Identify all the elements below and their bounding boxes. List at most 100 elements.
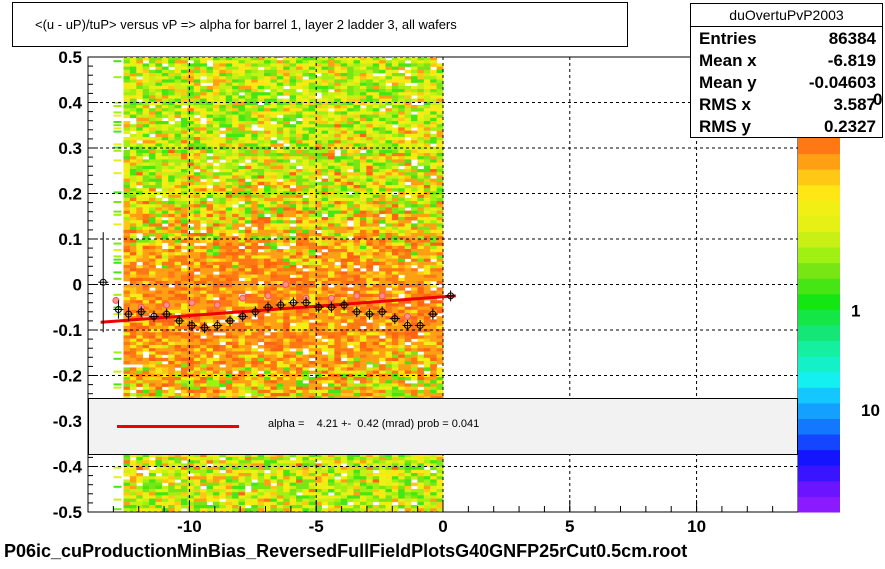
heatmap-cell [187,361,195,365]
heatmap-cell [353,329,361,333]
heatmap-cell [289,325,297,330]
heatmap-cell [347,341,354,346]
heatmap-cell [193,178,201,183]
heatmap-cell [251,460,259,464]
heatmap-cell [347,469,354,474]
heatmap-cell [315,453,322,458]
heatmap-cell [257,325,265,330]
heatmap-cell [174,149,182,154]
heatmap-cell [321,501,329,506]
heatmap-cell [161,338,169,343]
heatmap-cell [123,201,131,205]
heatmap-cell [123,114,131,119]
heatmap-cell [238,258,246,263]
heatmap-cell [174,284,182,288]
heatmap-cell [136,197,144,202]
heatmap-cell [149,229,156,234]
heatmap-cell [174,101,182,106]
heatmap-cell [289,165,297,170]
heatmap-cell [315,495,322,499]
heatmap-cell [264,63,271,67]
heatmap-cell [212,482,220,487]
heatmap-cell [327,319,335,323]
heatmap-cell [302,89,310,93]
heatmap-cell [142,453,150,458]
heatmap-cell [193,249,201,253]
heatmap-cell [193,117,201,122]
heatmap-cell [193,287,201,291]
heatmap-cell [327,178,335,183]
heatmap-cell [181,501,188,506]
heatmap-cell [174,124,182,128]
heatmap-cell [327,146,335,151]
heatmap-cell [334,386,342,391]
heatmap-cell [129,181,137,186]
heatmap-cell [276,357,284,362]
heatmap-cell [334,140,342,144]
heatmap-cell [302,127,310,131]
heatmap-cell [347,63,354,67]
heatmap-cell [347,473,354,477]
heatmap-cell [212,213,220,218]
heatmap-cell [232,453,239,458]
heatmap-cell [296,485,303,490]
heatmap-cell [161,271,169,275]
heatmap-cell [200,453,207,458]
heatmap-cell [219,370,227,375]
heatmap-cell [193,162,201,167]
heatmap-cell [296,377,303,381]
heatmap-cell [321,457,329,461]
heatmap-cell [302,156,310,160]
heatmap-cell [193,485,201,490]
heatmap-cell [168,204,176,208]
heatmap-cell [289,338,297,343]
heatmap-cell [327,69,335,74]
heatmap-cell [181,380,188,384]
heatmap-cell [251,233,259,237]
heatmap-cell [340,364,348,368]
heatmap-cell [353,98,361,103]
heatmap-cell [244,466,252,471]
heatmap-cell [181,492,188,496]
heatmap-cell [257,60,265,64]
heatmap-cell [257,223,265,227]
heatmap-cell [347,313,354,317]
heatmap-cell [225,380,233,384]
heatmap-cell [193,239,201,243]
heatmap-cell [327,223,335,227]
heatmap-cell [283,354,291,359]
heatmap-cell [238,217,246,221]
heatmap-cell [212,245,220,250]
heatmap-cell [174,85,182,90]
heatmap-cell [264,165,271,170]
heatmap-cell [168,479,176,483]
heatmap-cell [244,239,252,243]
heatmap-cell [238,332,246,336]
heatmap-cell [225,322,233,327]
heatmap-cell [289,271,297,275]
heatmap-cell [161,380,169,384]
heatmap-cell [270,178,278,183]
heatmap-cell [270,265,278,269]
heatmap-cell [136,479,144,483]
heatmap-cell [212,153,220,157]
heatmap-cell [276,149,284,154]
heatmap-cell [347,364,354,368]
heatmap-cell [232,345,239,349]
heatmap-cell [327,367,335,371]
heatmap-cell [181,220,188,224]
heatmap-cell [219,95,227,99]
heatmap-cell [296,319,303,323]
heatmap-cell [225,217,233,221]
heatmap-cell [200,258,207,263]
heatmap-cell [174,213,182,218]
heatmap-cell [225,229,233,234]
heatmap-cell [264,204,271,208]
heatmap-cell [149,277,156,282]
heatmap-cell [347,127,354,131]
heatmap-cell [238,489,246,493]
heatmap-cell [251,146,259,151]
heatmap-cell [187,108,195,112]
heatmap-cell [270,335,278,339]
heatmap-cell [315,329,322,333]
